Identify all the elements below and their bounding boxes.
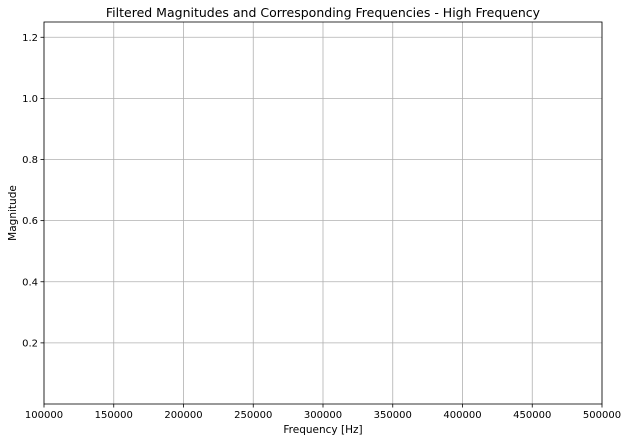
- y-tick-label: 1.2: [22, 33, 38, 44]
- x-tick-label: 250000: [234, 410, 272, 421]
- x-tick-label: 150000: [95, 410, 133, 421]
- chart-title: Filtered Magnitudes and Corresponding Fr…: [106, 5, 541, 20]
- x-tick-label: 400000: [443, 410, 481, 421]
- grid: [43, 22, 603, 404]
- y-tick-label: 0.6: [22, 216, 38, 227]
- x-axis: 100000 150000 200000 250000 300000 350000 4000…: [25, 404, 621, 421]
- y-tick-label: 0.8: [22, 155, 38, 166]
- x-tick-label: 500000: [583, 410, 621, 421]
- y-tick-label: 1.0: [22, 94, 38, 105]
- x-tick-label: 350000: [374, 410, 412, 421]
- x-tick-label: 200000: [164, 410, 202, 421]
- x-tick-label: 450000: [513, 410, 551, 421]
- x-tick-label: 100000: [25, 410, 63, 421]
- y-tick-label: 0.2: [22, 338, 38, 349]
- y-axis: 0.2 0.4 0.6 0.8 1.0 1.2: [22, 33, 44, 349]
- x-axis-label: Frequency [Hz]: [283, 424, 362, 436]
- x-tick-label: 300000: [304, 410, 342, 421]
- y-tick-label: 0.4: [22, 277, 38, 288]
- y-axis-label: Magnitude: [7, 185, 19, 241]
